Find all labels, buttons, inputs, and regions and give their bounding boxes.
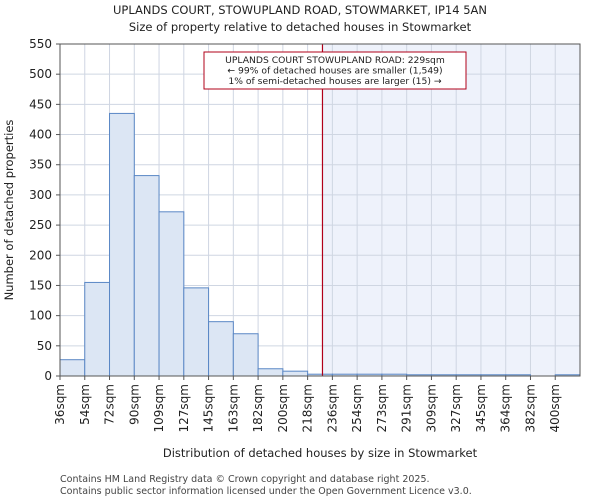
x-tick-label-16: 327sqm <box>449 384 463 432</box>
x-tick-label-11: 236sqm <box>325 384 339 432</box>
bar-5 <box>183 287 210 377</box>
y-tick-label-6: 300 <box>29 188 52 202</box>
plot-frame <box>59 43 581 377</box>
bar-3 <box>133 175 160 377</box>
y-tick-label-8: 400 <box>29 128 52 142</box>
y-tick-label-2: 100 <box>29 309 52 323</box>
bar-0 <box>59 359 86 377</box>
x-tick-label-17: 345sqm <box>474 384 488 432</box>
x-tick-label-13: 273sqm <box>375 384 389 432</box>
y-tick-label-1: 50 <box>37 339 52 353</box>
x-tick-label-0: 36sqm <box>53 384 67 425</box>
y-tick-label-7: 350 <box>29 158 52 172</box>
annotation-box <box>203 51 467 90</box>
x-tick-label-3: 90sqm <box>127 384 141 425</box>
x-tick-label-19: 382sqm <box>523 384 537 432</box>
x-tick-label-8: 182sqm <box>251 384 265 432</box>
y-axis-label: Number of detached properties <box>2 120 16 301</box>
bar-7 <box>232 333 259 377</box>
bar-1 <box>84 281 111 377</box>
x-tick-label-10: 218sqm <box>301 384 315 432</box>
x-tick-label-4: 109sqm <box>152 384 166 432</box>
y-tick-label-4: 200 <box>29 248 52 262</box>
annotation-line-2: ← 99% of detached houses are smaller (1,… <box>227 66 442 77</box>
y-tick-label-3: 150 <box>29 278 52 292</box>
x-tick-label-20: 400sqm <box>548 384 562 432</box>
y-tick-label-0: 0 <box>44 369 52 383</box>
annotation-line-3: 1% of semi-detached houses are larger (1… <box>228 76 441 87</box>
x-tick-label-15: 309sqm <box>424 384 438 432</box>
x-tick-label-18: 364sqm <box>499 384 513 432</box>
x-tick-label-1: 54sqm <box>78 384 92 425</box>
x-tick-label-12: 254sqm <box>350 384 364 432</box>
chart-subtitle: Size of property relative to detached ho… <box>129 20 472 34</box>
bar-2 <box>109 112 135 377</box>
x-tick-label-7: 163sqm <box>226 384 240 432</box>
x-tick-label-9: 200sqm <box>276 384 290 432</box>
footer-line-2: Contains public sector information licen… <box>60 486 472 497</box>
footer-line-1: Contains HM Land Registry data © Crown c… <box>60 474 430 485</box>
x-tick-label-6: 145sqm <box>202 384 216 432</box>
x-tick-label-14: 291sqm <box>400 384 414 432</box>
chart-title: UPLANDS COURT, STOWUPLAND ROAD, STOWMARK… <box>113 3 487 17</box>
y-tick-label-5: 250 <box>29 218 52 232</box>
annotation-line-1: UPLANDS COURT STOWUPLAND ROAD: 229sqm <box>225 55 445 66</box>
bar-8 <box>257 368 284 377</box>
x-axis-label: Distribution of detached houses by size … <box>163 446 478 460</box>
y-tick-label-11: 550 <box>29 37 52 51</box>
bar-9 <box>282 370 309 377</box>
y-tick-label-10: 500 <box>29 67 52 81</box>
highlight-region <box>322 44 580 376</box>
bar-6 <box>208 321 234 377</box>
y-tick-label-9: 450 <box>29 97 52 111</box>
x-tick-label-2: 72sqm <box>103 384 117 425</box>
x-tick-label-5: 127sqm <box>177 384 191 432</box>
bar-4 <box>158 211 185 377</box>
